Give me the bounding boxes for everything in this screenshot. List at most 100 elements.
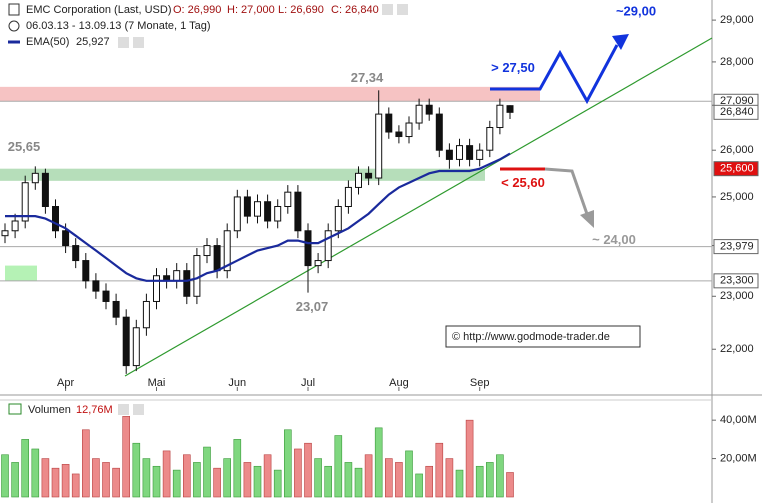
- y-tick-label: 25,000: [720, 191, 754, 203]
- y-tick-label: 22,000: [720, 343, 754, 355]
- x-tick-label: Apr: [57, 377, 74, 389]
- volume-bar: [314, 458, 322, 498]
- candle-body: [264, 201, 272, 222]
- volume-bar: [273, 469, 282, 498]
- candle-body: [233, 196, 241, 232]
- candle-body: [355, 172, 362, 188]
- candle-body: [294, 191, 302, 232]
- forecast-arrow: [612, 34, 629, 50]
- level-label-box: [713, 273, 759, 289]
- candle-body: [435, 113, 443, 151]
- zone: [5, 265, 37, 281]
- volume-bar: [334, 435, 343, 498]
- volume-bar: [223, 458, 231, 498]
- level-label-box: [713, 104, 759, 120]
- x-tick-label: Jul: [301, 377, 315, 389]
- volume-bar: [475, 465, 484, 498]
- candle-body: [395, 131, 403, 138]
- volume-bar: [263, 454, 272, 498]
- annotation: ~ 24,00: [592, 232, 636, 247]
- candle-body: [254, 201, 261, 217]
- volume-bar: [496, 454, 504, 498]
- volume-bar: [162, 450, 171, 498]
- x-tick-label: Jun: [228, 377, 246, 389]
- chart-icon: [8, 3, 20, 16]
- volume-bar: [465, 419, 474, 498]
- copyright: © http://www.godmode-trader.de: [452, 331, 610, 343]
- candle-body: [213, 245, 221, 272]
- candle-body: [92, 280, 100, 292]
- volume-bar: [374, 427, 383, 498]
- candle-body: [142, 300, 150, 329]
- volume-bar: [213, 467, 221, 498]
- volume-bar: [395, 462, 403, 498]
- candle-body: [334, 206, 342, 232]
- volume-bar: [31, 448, 40, 498]
- volume-bar: [11, 462, 19, 498]
- candle-body: [314, 260, 322, 267]
- candle-body: [304, 230, 312, 267]
- volume-bar: [415, 473, 423, 498]
- volume-bar: [122, 416, 130, 498]
- x-tick-label: Aug: [389, 377, 409, 389]
- button[interactable]: [118, 404, 129, 415]
- candle-body: [344, 186, 352, 208]
- volume-bar: [455, 469, 464, 498]
- annotation: 27,34: [351, 70, 384, 85]
- candle-body: [506, 105, 514, 113]
- button[interactable]: [397, 4, 408, 15]
- trend-line: [124, 37, 713, 377]
- button[interactable]: [382, 4, 393, 15]
- volume-bar: [445, 458, 454, 498]
- volume-bar: [82, 429, 90, 498]
- volume-bar: [485, 462, 494, 498]
- y-tick-label: 23,000: [720, 290, 754, 302]
- volume-bar: [132, 442, 141, 498]
- forecast-arrow: [580, 210, 594, 228]
- volume-tick-label: 40,00M: [720, 414, 757, 426]
- candle-body: [415, 104, 423, 124]
- annotation: 25,65: [8, 139, 41, 154]
- candle-body: [82, 260, 90, 282]
- candle-body: [274, 206, 282, 222]
- legend-value: 25,927: [76, 36, 110, 48]
- level-label: 27,090: [720, 95, 754, 107]
- volume-bar: [294, 448, 302, 498]
- candle-body: [243, 196, 251, 217]
- forecast-path: [544, 167, 589, 215]
- volume-bar: [142, 458, 151, 498]
- ohlc-high: H: 27,000: [227, 4, 275, 16]
- button[interactable]: [118, 37, 129, 48]
- legend-label: EMA(50): [26, 36, 69, 48]
- volume-bar: [253, 465, 262, 498]
- candle-body: [132, 327, 140, 367]
- candle-body: [62, 230, 70, 247]
- ohlc-low: L: 26,690: [278, 4, 324, 16]
- copyright-box: [445, 325, 641, 348]
- volume-bar: [425, 465, 434, 498]
- volume-bar: [112, 467, 120, 498]
- volume-bar: [1, 454, 9, 498]
- volume-bar: [354, 467, 363, 498]
- volume-bar: [183, 454, 191, 498]
- button[interactable]: [133, 404, 144, 415]
- volume-bar: [51, 467, 60, 498]
- candle-body: [476, 149, 484, 160]
- volume-bar: [243, 462, 252, 498]
- volume-bar: [506, 472, 514, 498]
- volume-bar: [344, 462, 353, 498]
- button[interactable]: [133, 37, 144, 48]
- volume-bar: [193, 462, 201, 498]
- annotation: 23,07: [296, 299, 329, 314]
- y-tick-label: 28,000: [720, 56, 754, 68]
- level-label: 25,600: [720, 163, 754, 175]
- volume-value: 12,76M: [76, 404, 113, 416]
- candle-body: [11, 220, 19, 232]
- volume-bar: [435, 442, 444, 498]
- zone: [0, 86, 540, 102]
- volume-bar: [384, 458, 393, 498]
- candle-body: [324, 230, 332, 262]
- zones: [0, 86, 540, 281]
- annotation: < 25,60: [501, 175, 545, 190]
